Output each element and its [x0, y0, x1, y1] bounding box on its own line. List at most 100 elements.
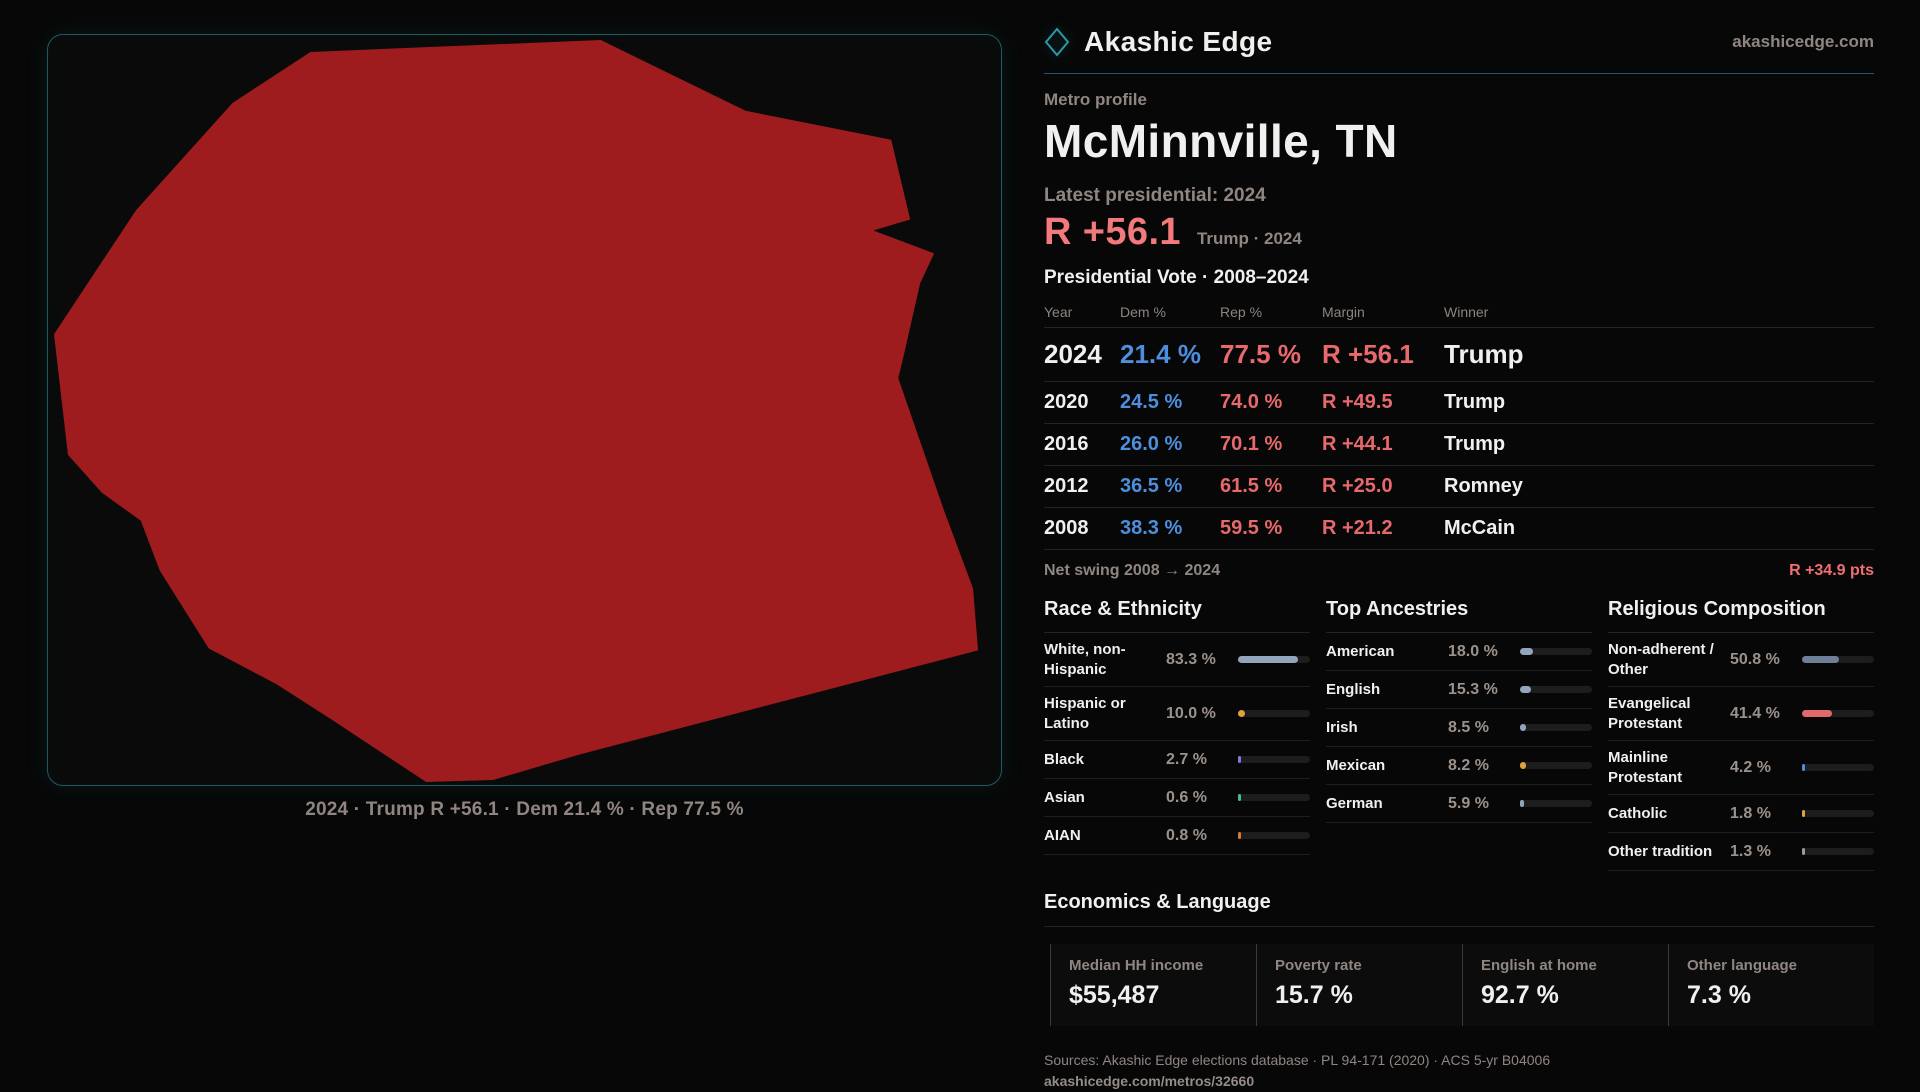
panel-row: Black 2.7 % — [1044, 741, 1310, 779]
demographic-panels: Race & Ethnicity White, non-Hispanic 83.3 … — [1044, 590, 1874, 871]
panel-row-label: Hispanic or Latino — [1044, 695, 1126, 732]
net-swing-value: R +34.9 pts — [1789, 562, 1874, 579]
demographic-panel: Religious Composition Non-adherent / Othe… — [1608, 590, 1874, 871]
percentage-bar — [1520, 686, 1592, 693]
percentage-bar-fill — [1802, 656, 1839, 663]
permalink[interactable]: akashicedge.com/metros/32660 — [1044, 1073, 1255, 1089]
vote-table-row: 2020 24.5 % 74.0 % R +49.5 Trump — [1044, 382, 1874, 424]
panel-row-label: English — [1326, 680, 1381, 698]
brand-name: Akashic Edge — [1084, 26, 1273, 57]
cell-margin: R +44.1 — [1322, 433, 1393, 455]
map-caption: 2024 · Trump R +56.1 · Dem 21.4 % · Rep … — [305, 799, 744, 820]
percentage-bar-fill — [1520, 762, 1526, 769]
net-swing-label: Net swing 2008 → 2024 — [1044, 562, 1221, 579]
percentage-bar — [1238, 756, 1310, 763]
column-header: Rep % — [1220, 304, 1263, 320]
percentage-bar — [1520, 762, 1592, 769]
vote-table-row: 2016 26.0 % 70.1 % R +44.1 Trump — [1044, 424, 1874, 466]
panel-row-value: 18.0 % — [1448, 642, 1498, 660]
percentage-bar-fill — [1238, 832, 1241, 839]
cell-rep: 77.5 % — [1220, 339, 1301, 369]
stat-value: $55,487 — [1069, 981, 1160, 1009]
panel-row-label: Mexican — [1326, 756, 1386, 774]
panel-row-value: 41.4 % — [1730, 704, 1780, 722]
percentage-bar-fill — [1520, 686, 1532, 693]
panel-row: English 15.3 % — [1326, 671, 1592, 709]
metro-map-shape[interactable] — [53, 39, 979, 783]
panel-row-label: Non-adherent / Other — [1608, 641, 1714, 678]
percentage-bar-fill — [1802, 810, 1805, 817]
panel-row-label: Asian — [1044, 788, 1085, 806]
panel-row-value: 1.3 % — [1730, 842, 1771, 860]
panel-row: Catholic 1.8 % — [1608, 795, 1874, 833]
panel-row: German 5.9 % — [1326, 785, 1592, 823]
panel-title: Top Ancestries — [1326, 590, 1592, 633]
cell-dem: 24.5 % — [1120, 391, 1183, 413]
vote-table-row: 2012 36.5 % 61.5 % R +25.0 Romney — [1044, 466, 1874, 508]
percentage-bar — [1238, 794, 1310, 801]
vote-table-row: 2008 38.3 % 59.5 % R +21.2 McCain — [1044, 508, 1874, 550]
stat-value: 15.7 % — [1275, 981, 1353, 1009]
net-swing-row: Net swing 2008 → 2024 R +34.9 pts — [1044, 550, 1874, 590]
panel-row-label: Black — [1044, 750, 1085, 768]
vote-table-row: 2024 21.4 % 77.5 % R +56.1 Trump — [1044, 328, 1874, 382]
percentage-bar — [1238, 832, 1310, 839]
hero-margin-note: Trump · 2024 — [1196, 229, 1302, 248]
panel-row: AIAN 0.8 % — [1044, 817, 1310, 855]
cell-year: 2016 — [1044, 433, 1089, 455]
stat-label: Poverty rate — [1275, 957, 1362, 974]
percentage-bar — [1802, 848, 1874, 855]
percentage-bar-fill — [1238, 710, 1246, 717]
percentage-bar — [1520, 724, 1592, 731]
panel-row: Mainline Protestant 4.2 % — [1608, 741, 1874, 795]
header: Akashic Edge akashicedge.com — [1044, 26, 1874, 74]
panel-row: Asian 0.6 % — [1044, 779, 1310, 817]
cell-rep: 59.5 % — [1220, 517, 1283, 539]
stat-card: Median HH income $55,487 — [1050, 944, 1256, 1026]
panel-row: American 18.0 % — [1326, 633, 1592, 671]
percentage-bar — [1802, 710, 1874, 717]
percentage-bar — [1520, 800, 1592, 807]
cell-margin: R +21.2 — [1322, 517, 1393, 539]
panel-row-value: 8.2 % — [1448, 756, 1489, 774]
stat-card: Poverty rate 15.7 % — [1256, 944, 1462, 1026]
demographic-panel: Top Ancestries American 18.0 % English 15.3 … — [1326, 590, 1592, 871]
panel-row-label: Catholic — [1608, 804, 1668, 822]
panel-row: White, non-Hispanic 83.3 % — [1044, 633, 1310, 687]
cell-year: 2020 — [1044, 391, 1089, 413]
percentage-bar — [1802, 810, 1874, 817]
panel-row-value: 50.8 % — [1730, 650, 1780, 668]
panel-row-value: 10.0 % — [1166, 704, 1216, 722]
percentage-bar — [1238, 710, 1310, 717]
cell-margin: R +56.1 — [1322, 339, 1414, 369]
cell-dem: 38.3 % — [1120, 517, 1183, 539]
panel-row-value: 83.3 % — [1166, 650, 1216, 668]
hero-margin-value: R +56.1 — [1044, 211, 1181, 253]
cell-margin: R +25.0 — [1322, 475, 1393, 497]
kicker: Metro profile — [1044, 90, 1147, 109]
panel-row-label: American — [1326, 642, 1395, 660]
cell-rep: 74.0 % — [1220, 391, 1283, 413]
stat-value: 7.3 % — [1687, 981, 1751, 1009]
brand-domain-link[interactable]: akashicedge.com — [1732, 32, 1874, 51]
panel-row: Evangelical Protestant 41.4 % — [1608, 687, 1874, 741]
cell-year: 2008 — [1044, 517, 1089, 539]
panel-row-label: German — [1326, 794, 1383, 812]
stat-label: Median HH income — [1069, 957, 1204, 974]
stat-value: 92.7 % — [1481, 981, 1559, 1009]
panel-title: Race & Ethnicity — [1044, 590, 1310, 633]
column-header: Winner — [1444, 304, 1489, 320]
cell-margin: R +49.5 — [1322, 391, 1393, 413]
column-header: Margin — [1322, 304, 1365, 320]
percentage-bar — [1802, 656, 1874, 663]
cell-dem: 26.0 % — [1120, 433, 1183, 455]
percentage-bar-fill — [1238, 656, 1298, 663]
panel-row: Other tradition 1.3 % — [1608, 833, 1874, 871]
latest-label: Latest presidential: 2024 — [1044, 185, 1266, 206]
metro-map — [53, 39, 979, 783]
percentage-bar-fill — [1802, 848, 1805, 855]
panel-row-value: 0.6 % — [1166, 788, 1207, 806]
percentage-bar-fill — [1802, 710, 1832, 717]
map-panel — [47, 34, 1002, 786]
